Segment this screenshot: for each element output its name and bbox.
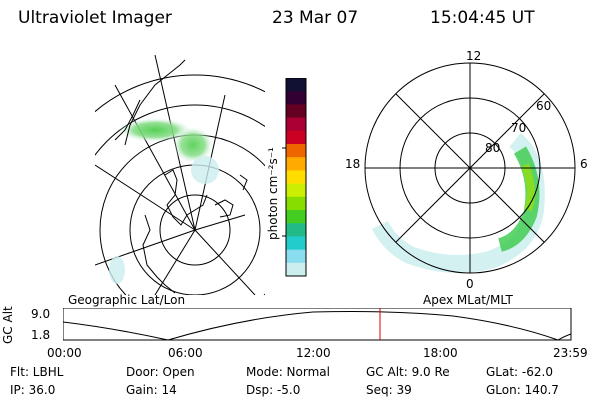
- geographic-map: [95, 55, 265, 295]
- colorbar-segment: [286, 223, 306, 237]
- colorbar-unit-label: photon cm⁻²s⁻¹: [266, 147, 280, 240]
- status-filter: Flt: LBHL: [10, 365, 64, 379]
- colorbar-segment: [286, 104, 306, 119]
- instrument-title: Ultraviolet Imager: [18, 8, 172, 28]
- mlt-label-18: 18: [345, 157, 360, 171]
- status-dsp: Dsp: -5.0: [246, 383, 301, 397]
- timeline-xtick-0: 00:00: [47, 346, 82, 360]
- lat-label-70: 70: [511, 121, 526, 135]
- colorbar-segment: [286, 196, 306, 211]
- timeline-xtick-2: 12:00: [296, 346, 331, 360]
- lat-label-80: 80: [485, 141, 500, 155]
- status-mode: Mode: Normal: [246, 365, 330, 379]
- status-glon: GLon: 140.7: [486, 383, 559, 397]
- status-glat: GLat: -62.0: [486, 365, 553, 379]
- status-door: Door: Open: [126, 365, 195, 379]
- colorbar-segment: [286, 210, 306, 224]
- status-gc-alt: GC Alt: 9.0 Re: [366, 365, 450, 379]
- mlt-label-0: 0: [466, 277, 474, 290]
- status-gain: Gain: 14: [126, 383, 177, 397]
- geographic-label: Geographic Lat/Lon: [68, 293, 186, 307]
- colorbar-segment: [286, 144, 306, 158]
- lat-label-60: 60: [536, 99, 551, 113]
- altitude-timeline: [63, 308, 572, 341]
- time-label: 15:04:45 UT: [430, 8, 535, 28]
- apex-label: Apex MLat/MLT: [423, 293, 513, 307]
- colorbar-segment: [286, 249, 306, 264]
- colorbar-segment: [286, 157, 306, 171]
- colorbar-segment: [286, 78, 306, 92]
- colorbar-segment: [286, 91, 306, 105]
- timeline-xtick-4: 23:59: [553, 346, 588, 360]
- mlt-label-6: 6: [580, 157, 588, 171]
- date-label: 23 Mar 07: [272, 8, 359, 28]
- colorbar-segment: [286, 117, 306, 132]
- colorbar-segment: [286, 130, 306, 145]
- colorbar: 10 100: [282, 78, 307, 277]
- colorbar-segment: [286, 170, 306, 185]
- apex-polar-plot: 12 18 6 0 60 70 80: [345, 50, 588, 290]
- status-seq: Seq: 39: [366, 383, 412, 397]
- colorbar-segment: [286, 183, 306, 198]
- timeline-xtick-1: 06:00: [168, 346, 203, 360]
- timeline-xtick-3: 18:00: [423, 346, 458, 360]
- timeline-ytick-low: 1.8: [31, 328, 51, 342]
- mlt-label-12: 12: [466, 50, 481, 63]
- status-ip: IP: 36.0: [10, 383, 56, 397]
- timeline-ytick-high: 9.0: [31, 307, 51, 321]
- timeline-ylabel: GC Alt: [1, 306, 15, 344]
- colorbar-segment: [286, 236, 306, 251]
- colorbar-segment: [286, 262, 306, 277]
